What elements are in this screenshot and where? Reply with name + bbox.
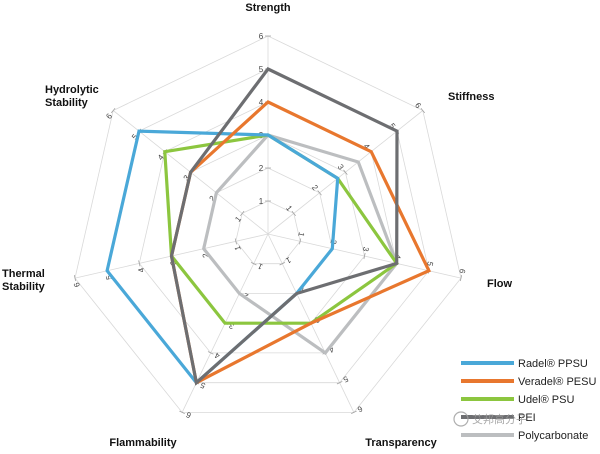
tick-mark-3-1 bbox=[299, 238, 302, 245]
tick-mark-2-2 bbox=[317, 190, 322, 196]
axis-title-transparency: Transparency bbox=[365, 437, 437, 449]
tick-label-7-2: 2 bbox=[207, 194, 217, 204]
axis-title-thermal-line1: Thermal bbox=[2, 268, 45, 280]
radar-series bbox=[105, 66, 432, 386]
tick-label-1-5: 5 bbox=[259, 65, 264, 74]
tick-mark-2-1 bbox=[291, 210, 296, 217]
tick-label-3-1: 1 bbox=[296, 231, 306, 238]
tick-label-2-1: 1 bbox=[284, 204, 294, 214]
series-line-radelppsu bbox=[105, 129, 340, 386]
grid-ring-1 bbox=[235, 200, 301, 265]
tick-label-6-5: 5 bbox=[104, 274, 114, 281]
tick-label-6-1: 1 bbox=[233, 244, 243, 251]
axis-title-stiffness: Stiffness bbox=[448, 91, 494, 103]
series-line-pei bbox=[169, 66, 399, 386]
tick-label-7-4: 4 bbox=[156, 153, 166, 163]
tick-label-1-6: 6 bbox=[259, 32, 264, 41]
watermark-logo-icon bbox=[453, 411, 469, 427]
tick-label-5-6: 6 bbox=[184, 410, 192, 420]
series-line-polycarbonate bbox=[201, 133, 399, 356]
tick-mark-4-1 bbox=[279, 262, 286, 266]
axis-titles: Strength Stiffness Flow Transparency Fla… bbox=[2, 2, 512, 449]
tick-label-4-4: 4 bbox=[327, 344, 335, 354]
tick-label-7-5: 5 bbox=[130, 132, 140, 142]
tick-mark-3-6 bbox=[460, 275, 463, 282]
tick-label-3-3: 3 bbox=[361, 246, 371, 253]
tick-label-1-4: 4 bbox=[259, 98, 264, 107]
tick-mark-6-4 bbox=[138, 260, 141, 267]
tick-label-5-4: 4 bbox=[213, 350, 221, 360]
axis-title-hydrolytic-line1: Hydrolytic bbox=[45, 84, 99, 96]
tick-label-1-1: 1 bbox=[259, 197, 264, 206]
tick-mark-2-3 bbox=[343, 169, 348, 175]
tick-label-7-3: 3 bbox=[182, 173, 192, 183]
tick-mark-7-6 bbox=[111, 107, 116, 114]
tick-mark-3-3 bbox=[363, 253, 366, 260]
axis-title-thermal-line2: Stability bbox=[2, 281, 46, 293]
legend-label-veradel: Veradel® PESU bbox=[518, 376, 596, 388]
tick-label-6-2: 2 bbox=[201, 252, 211, 259]
axis-title-hydrolytic-stability: Hydrolytic Stability bbox=[45, 84, 99, 109]
tick-label-6-6: 6 bbox=[72, 281, 82, 288]
tick-label-2-4: 4 bbox=[362, 142, 372, 152]
tick-mark-5-1 bbox=[250, 262, 257, 266]
tick-mark-6-6 bbox=[73, 275, 76, 282]
tick-mark-7-1 bbox=[240, 210, 245, 217]
tick-label-3-5: 5 bbox=[425, 261, 435, 268]
tick-mark-4-5 bbox=[336, 381, 343, 385]
tick-label-4-1: 1 bbox=[284, 255, 292, 265]
tick-label-2-3: 3 bbox=[336, 163, 346, 173]
axis-title-strength: Strength bbox=[245, 2, 291, 14]
tick-label-3-6: 6 bbox=[457, 268, 467, 275]
legend: Radel® PPSU Veradel® PESU Udel® PSU PEI … bbox=[461, 358, 596, 442]
tick-label-2-2: 2 bbox=[310, 183, 320, 193]
legend-label-pei: PEI bbox=[518, 412, 536, 424]
tick-label-4-6: 6 bbox=[356, 404, 364, 414]
tick-mark-5-6 bbox=[179, 410, 185, 415]
axis-title-thermal-stability: Thermal Stability bbox=[2, 268, 46, 293]
tick-label-5-1: 1 bbox=[256, 261, 264, 271]
legend-label-polycarbonate: Polycarbonate bbox=[518, 430, 588, 442]
tick-label-4-2: 2 bbox=[298, 285, 306, 295]
axis-title-hydrolytic-line2: Stability bbox=[45, 97, 89, 109]
grid-ring-6 bbox=[74, 35, 462, 413]
tick-label-1-2: 2 bbox=[259, 164, 264, 173]
tick-label-5-5: 5 bbox=[198, 380, 206, 390]
watermark: 艾邦高分子 bbox=[453, 411, 527, 427]
tick-label-7-6: 6 bbox=[104, 111, 114, 121]
tick-label-2-6: 6 bbox=[413, 101, 423, 111]
tick-mark-2-6 bbox=[420, 107, 425, 114]
tick-label-5-3: 3 bbox=[227, 320, 235, 330]
tick-mark-5-4 bbox=[207, 351, 214, 355]
watermark-text: 艾邦高分子 bbox=[472, 412, 527, 426]
legend-label-udel: Udel® PSU bbox=[518, 394, 574, 406]
tick-label-6-4: 4 bbox=[136, 266, 146, 273]
axis-title-flow: Flow bbox=[487, 278, 512, 290]
legend-label-radel: Radel® PPSU bbox=[518, 358, 588, 370]
tick-mark-6-1 bbox=[234, 238, 237, 245]
tick-label-7-1: 1 bbox=[233, 214, 243, 224]
tick-label-4-5: 5 bbox=[341, 374, 349, 384]
tick-mark-4-6 bbox=[351, 410, 357, 415]
series-line-udelpsu bbox=[163, 133, 399, 325]
radar-grid bbox=[74, 35, 462, 413]
grid-ring-4 bbox=[138, 101, 398, 354]
axis-title-flammability: Flammability bbox=[109, 437, 177, 449]
tick-label-2-5: 5 bbox=[387, 121, 397, 131]
